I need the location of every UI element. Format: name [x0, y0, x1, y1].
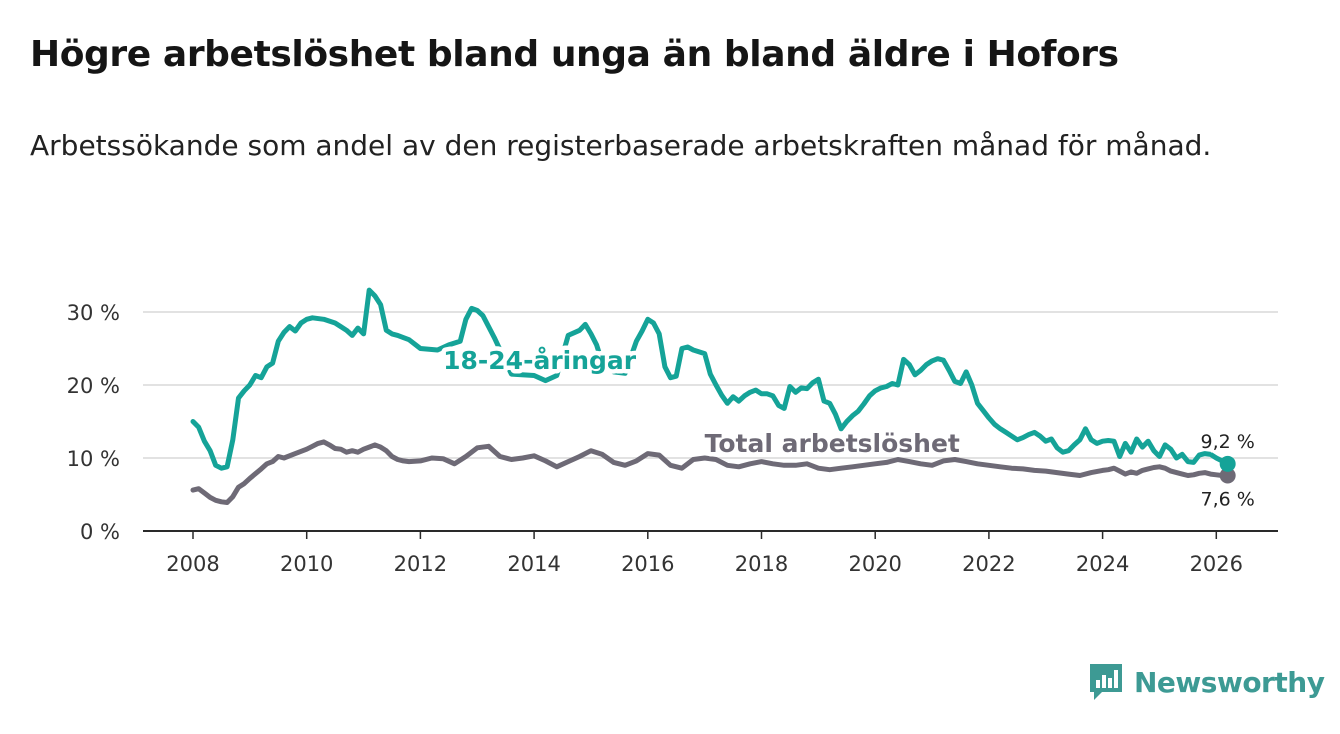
series-line-total-arbetslöshet — [190, 439, 1231, 505]
x-tick-label: 2022 — [962, 552, 1015, 576]
x-tick-label: 2020 — [848, 552, 901, 576]
end-value-label-total: 7,6 % — [1201, 489, 1255, 511]
x-tick-label: 2016 — [621, 552, 674, 576]
x-tick-label: 2012 — [394, 552, 447, 576]
series-labels: 18-24-åringar Total arbetslöshet 9,2 % 7,6 … — [439, 341, 1258, 513]
newsworthy-logo[interactable]: Newsworthy — [1088, 660, 1325, 704]
y-tick-label: 10 % — [67, 447, 120, 471]
series-line-18-24-åringar — [190, 287, 1231, 471]
x-tick-label: 2024 — [1076, 552, 1129, 576]
y-tick-label: 0 % — [80, 520, 120, 544]
x-tick-label: 2008 — [166, 552, 219, 576]
newsworthy-wordmark: Newsworthy — [1134, 665, 1325, 699]
series-lines — [190, 287, 1236, 505]
chart-subtitle: Arbetssökande som andel av den registerb… — [30, 129, 1212, 162]
x-tick-label: 2010 — [280, 552, 333, 576]
series-end-point-18-24-åringar — [1219, 455, 1236, 472]
x-axis: 2008 2010 2012 2014 2016 2018 2020 2022 2024 2026 — [143, 530, 1278, 576]
end-value-label-youth: 9,2 % — [1201, 431, 1255, 453]
series-label-18-24-åringar: 18-24-åringar — [443, 346, 637, 375]
newsworthy-chart-icon — [1090, 664, 1122, 700]
gridlines: 0 % 10 % 20 % 30 % — [67, 301, 1278, 544]
chart-title: Högre arbetslöshet bland unga än bland ä… — [30, 34, 1119, 75]
x-tick-label: 2018 — [735, 552, 788, 576]
y-tick-label: 20 % — [67, 374, 120, 398]
series-label-total-arbetslöshet: Total arbetslöshet — [705, 429, 960, 458]
x-tick-label: 2014 — [507, 552, 560, 576]
x-tick-label: 2026 — [1190, 552, 1243, 576]
series-end-point-total-arbetslöshet — [1219, 467, 1236, 484]
y-tick-label: 30 % — [67, 301, 120, 325]
